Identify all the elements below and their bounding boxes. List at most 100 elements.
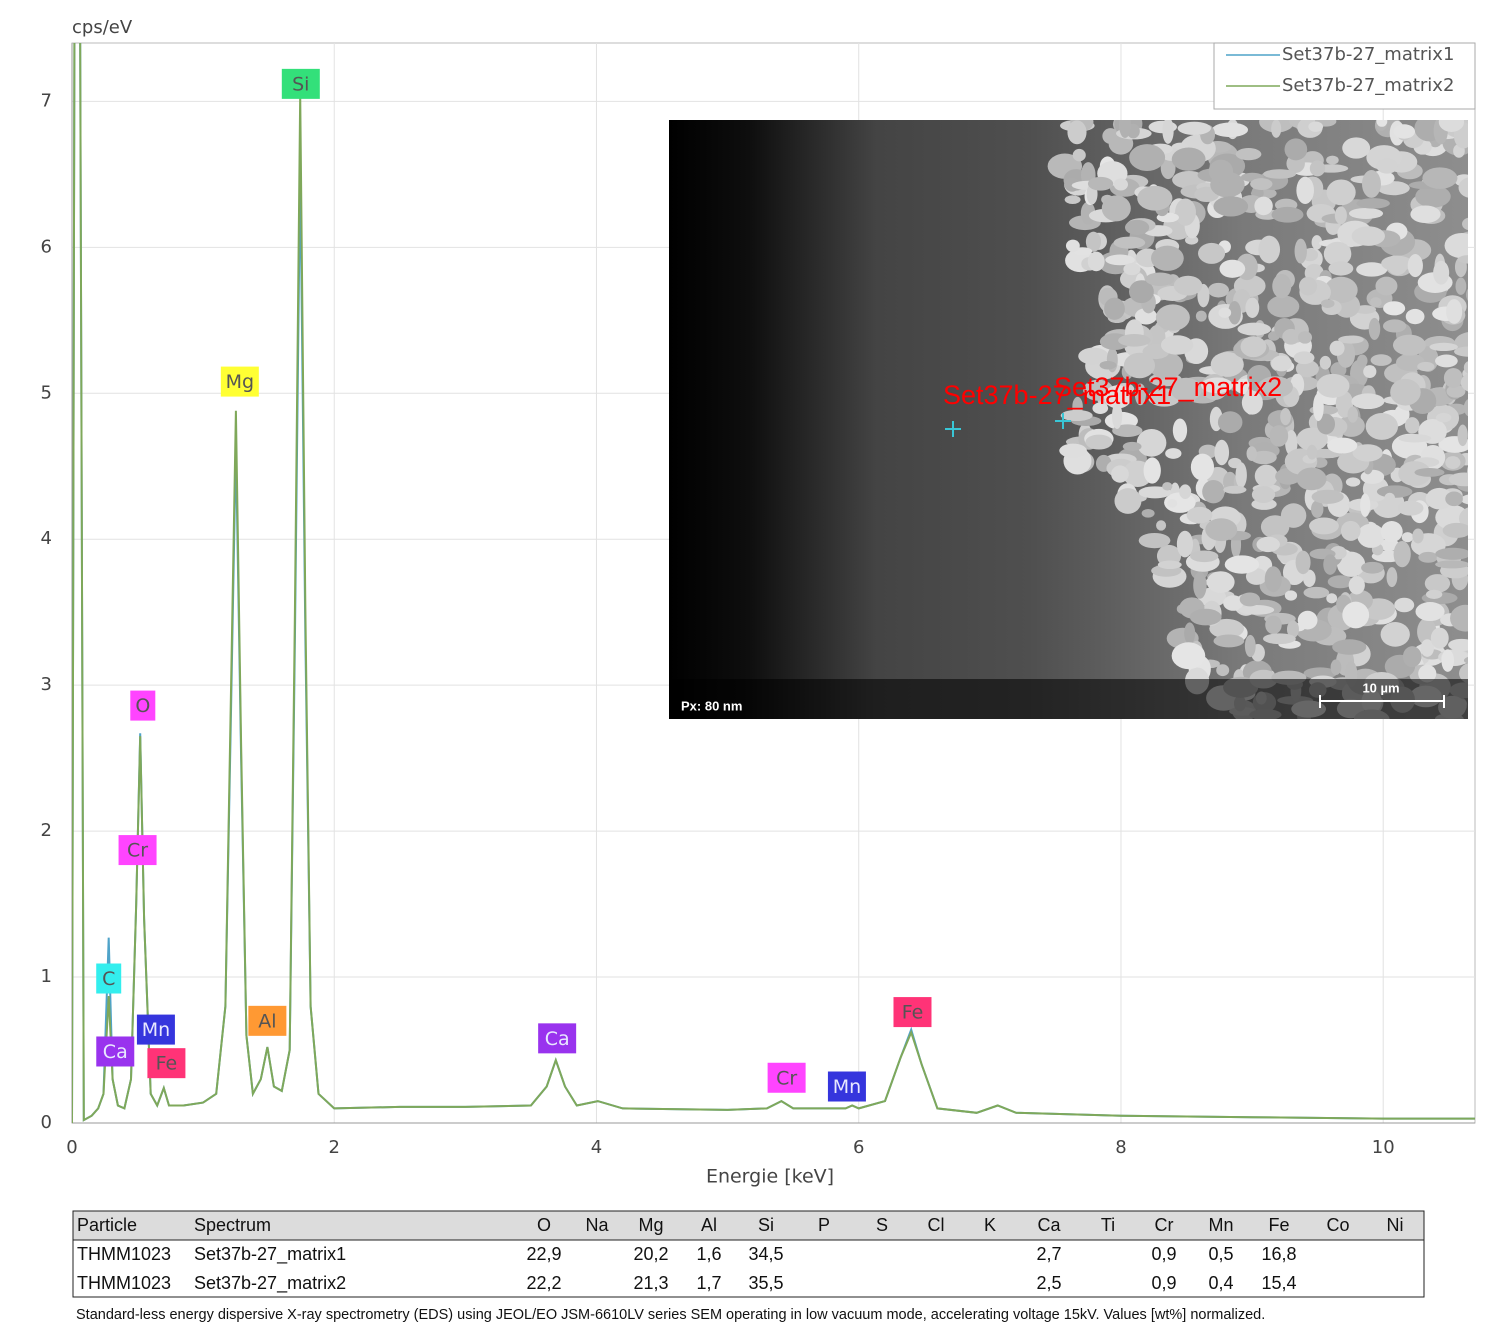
sem-grain [1143,457,1161,484]
sem-grain [1296,176,1314,204]
sem-grain [1412,528,1424,544]
sem-pixel-size: Px: 80 nm [681,698,742,713]
sem-grain [1460,494,1468,505]
sem-grain [1351,226,1385,246]
sem-grain [1190,453,1215,481]
table-cell: Ti [1101,1215,1115,1235]
sem-grain [1320,299,1335,308]
sem-grain [1386,567,1398,588]
sem-grain [1175,198,1196,226]
sem-grain [1202,479,1225,504]
sem-grain [1443,367,1463,388]
sem-grain [1309,160,1326,177]
sem-grain [1308,121,1324,132]
sem-grain [1254,464,1278,488]
element-label-box [893,997,932,1028]
sem-grain [1176,530,1194,558]
sem-grain [1375,276,1398,296]
sem-grain [1363,365,1377,379]
element-label-box [130,690,156,721]
sem-grain [1160,335,1194,355]
sem-grain [1313,393,1324,422]
sem-grain [1129,280,1154,304]
table-cell: 2,5 [1036,1273,1061,1293]
element-label-box [538,1023,577,1054]
sem-grain [1457,255,1468,264]
sem-grain [1059,443,1087,458]
table-cell: Si [758,1215,774,1235]
sem-grain [1129,144,1166,171]
table-header-bg [73,1211,1424,1240]
sem-grain [1328,261,1354,276]
table-cell: 34,5 [748,1244,783,1264]
sem-grain [1296,427,1328,451]
sem-grain [1213,634,1245,648]
element-label: Mn [142,1019,170,1041]
sem-grain [1458,177,1468,198]
sem-grain [1138,486,1172,499]
sem-grain [1245,568,1267,585]
sem-grain [1228,300,1242,325]
sem-grain [1379,539,1400,552]
sem-grain [1303,569,1316,588]
sem-grain [1425,589,1443,599]
sem-grain [1223,485,1247,494]
sem-grain [1170,377,1202,402]
sem-grain [1360,493,1371,518]
sem-grain [1368,317,1381,340]
sem-grain [1280,503,1307,528]
table-cell: 16,8 [1261,1244,1296,1264]
table-cell: Cr [1155,1215,1174,1235]
sem-grain [1329,340,1345,356]
sem-grain [1444,232,1468,259]
sem-grain [1251,486,1276,504]
sem-grain [1155,304,1190,331]
sem-grain [1218,307,1232,318]
table-cell: 0,4 [1208,1273,1233,1293]
sem-grain [1198,242,1226,264]
sem-grain [1298,276,1318,296]
sem-grain [1064,195,1081,205]
sem-grain [1167,498,1178,508]
sem-grain [1156,520,1167,531]
sem-grain [1254,196,1273,216]
sem-grain [1193,571,1207,599]
sem-grain [1380,521,1403,543]
sem-grain [1271,355,1292,372]
sem-grain [1250,178,1273,190]
y-tick-label: 0 [41,1112,52,1133]
x-tick-label: 6 [853,1137,864,1158]
sem-grain [1327,575,1353,589]
y-tick-label: 3 [41,674,52,695]
sem-grain [1172,171,1207,189]
sem-grain [1336,551,1366,577]
sem-grain [1397,500,1424,516]
table-cell: 21,3 [633,1273,668,1293]
element-label: Ca [545,1028,570,1050]
sem-grain [1376,120,1388,127]
sem-grain [1342,137,1371,159]
sem-grain [1356,198,1390,209]
sem-grain [1256,536,1280,553]
sem-grain [1433,260,1450,285]
element-label-box [96,963,122,994]
sem-grain [1420,639,1434,657]
sem-grain [1134,383,1146,406]
sem-grain [1448,638,1468,652]
sem-grain [1454,346,1468,357]
sem-grain [1446,299,1463,324]
sem-grain [1435,560,1468,569]
element-label: Mg [226,371,254,393]
element-label: Si [292,73,309,95]
sem-grain [1257,376,1293,398]
sem-grain [1237,322,1272,336]
sem-grain [1382,319,1407,333]
sem-grain [1295,359,1319,378]
sem-grain [1393,124,1416,139]
sem-grain [1250,450,1277,465]
sem-grain [1112,424,1143,437]
sem-grain [1157,560,1182,570]
sem-grain [1306,444,1318,460]
sem-grain [1356,262,1388,277]
sem-grain [1425,487,1454,510]
